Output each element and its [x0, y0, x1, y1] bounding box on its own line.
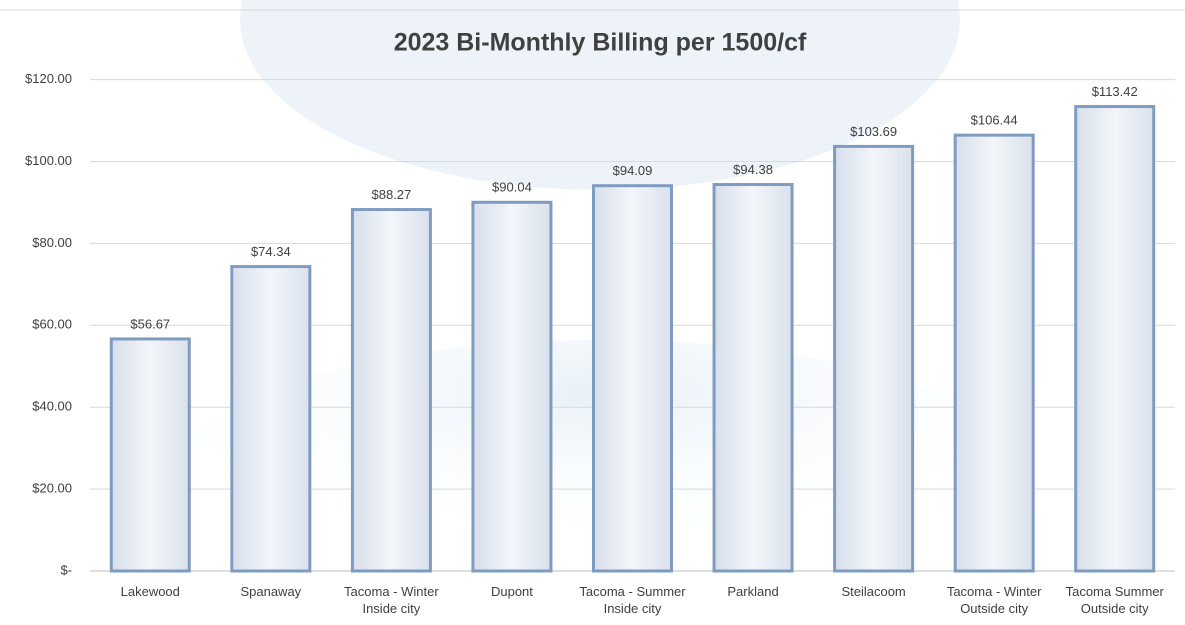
- y-tick-label: $120.00: [25, 71, 72, 86]
- y-tick-label: $80.00: [32, 235, 72, 250]
- bar: [714, 185, 792, 571]
- data-label: $113.42: [1092, 84, 1138, 99]
- chart-container: 2023 Bi-Monthly Billing per 1500/cf $- $2…: [0, 0, 1185, 625]
- x-tick-label: Parkland: [695, 583, 811, 600]
- data-label: $88.27: [372, 187, 412, 202]
- x-tick-label: Tacoma - Winter Outside city: [936, 583, 1052, 617]
- data-label: $94.38: [733, 162, 773, 177]
- y-tick-label: $-: [60, 562, 72, 577]
- x-tick-label: Steilacoom: [816, 583, 932, 600]
- bar: [594, 186, 672, 571]
- bar: [352, 210, 430, 571]
- bar: [835, 146, 913, 571]
- bar: [955, 135, 1033, 571]
- data-label: $90.04: [492, 180, 532, 195]
- bar: [111, 339, 189, 571]
- y-tick-label: $100.00: [25, 153, 72, 168]
- y-tick-label: $40.00: [32, 399, 72, 414]
- x-tick-label: Lakewood: [92, 583, 208, 600]
- y-tick-label: $20.00: [32, 481, 72, 496]
- data-label: $94.09: [613, 163, 653, 178]
- data-label: $74.34: [251, 244, 291, 259]
- data-label: $106.44: [971, 113, 1018, 128]
- chart: 2023 Bi-Monthly Billing per 1500/cf $- $2…: [0, 0, 1185, 625]
- chart-title: 2023 Bi-Monthly Billing per 1500/cf: [394, 29, 807, 57]
- y-tick-label: $60.00: [32, 317, 72, 332]
- x-tick-label: Tacoma - Summer Inside city: [575, 583, 691, 617]
- bar: [473, 202, 551, 571]
- bar: [1076, 107, 1154, 571]
- x-tick-label: Tacoma - Winter Inside city: [333, 583, 449, 617]
- bar: [232, 267, 310, 571]
- x-tick-label: Dupont: [454, 583, 570, 600]
- data-label: $103.69: [850, 124, 897, 139]
- x-tick-label: Tacoma Summer Outside city: [1057, 583, 1173, 617]
- x-tick-label: Spanaway: [213, 583, 329, 600]
- data-label: $56.67: [130, 316, 170, 331]
